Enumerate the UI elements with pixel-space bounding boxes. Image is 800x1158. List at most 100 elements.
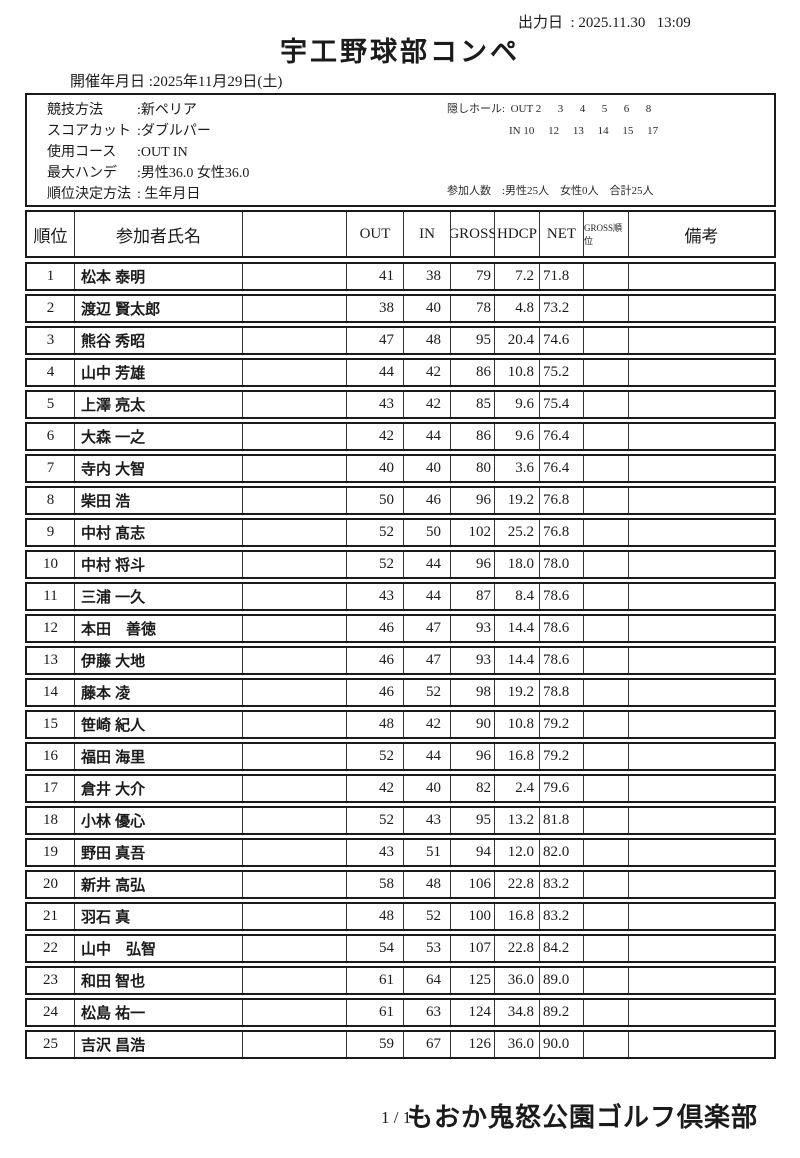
out-score-cell: 46	[347, 616, 404, 641]
net-score-cell: 74.6	[540, 328, 584, 353]
out-score-cell: 41	[347, 264, 404, 289]
table-row: 22 山中 弘智 54 53 107 22.8 84.2	[25, 934, 776, 963]
gross-score-cell: 100	[451, 904, 495, 929]
hdcp-cell: 4.8	[495, 296, 540, 321]
player-name-cell: 倉井 大介	[75, 776, 243, 801]
out-score-cell: 48	[347, 712, 404, 737]
net-score-cell: 89.2	[540, 1000, 584, 1025]
info-value: :ダブルパー	[137, 124, 211, 139]
out-score-cell: 52	[347, 744, 404, 769]
gross-rank-cell	[584, 744, 629, 769]
remarks-cell	[629, 552, 774, 577]
column-header-hdcp: HDCP	[495, 212, 540, 256]
participants-count: 参加人数 :男性25人 女性0人 合計25人	[447, 185, 654, 197]
gross-rank-cell	[584, 808, 629, 833]
rank-cell: 1	[27, 264, 75, 289]
remarks-cell	[629, 904, 774, 929]
out-score-cell: 47	[347, 328, 404, 353]
player-name-cell: 松島 祐一	[75, 1000, 243, 1025]
hdcp-cell: 2.4	[495, 776, 540, 801]
in-score-cell: 47	[404, 616, 451, 641]
hdcp-cell: 20.4	[495, 328, 540, 353]
hdcp-cell: 13.2	[495, 808, 540, 833]
out-score-cell: 52	[347, 552, 404, 577]
player-name-cell: 羽石 真	[75, 904, 243, 929]
hdcp-cell: 3.6	[495, 456, 540, 481]
hdcp-cell: 18.0	[495, 552, 540, 577]
table-row: 9 中村 髙志 52 50 102 25.2 76.8	[25, 518, 776, 547]
net-score-cell: 73.2	[540, 296, 584, 321]
info-row-rank-method: 順位決定方法: 生年月日	[47, 184, 249, 205]
player-name-cell: 中村 髙志	[75, 520, 243, 545]
results-table: 順位 参加者氏名 OUT IN GROSS HDCP NET GROSS順位 備…	[25, 210, 776, 1062]
gross-score-cell: 93	[451, 648, 495, 673]
out-score-cell: 58	[347, 872, 404, 897]
out-score-cell: 54	[347, 936, 404, 961]
gross-score-cell: 102	[451, 520, 495, 545]
player-name-cell: 本田 善徳	[75, 616, 243, 641]
net-score-cell: 84.2	[540, 936, 584, 961]
table-row: 23 和田 智也 61 64 125 36.0 89.0	[25, 966, 776, 995]
out-score-cell: 59	[347, 1032, 404, 1057]
gross-score-cell: 96	[451, 744, 495, 769]
net-score-cell: 81.8	[540, 808, 584, 833]
remarks-cell	[629, 488, 774, 513]
player-name-cell: 上澤 亮太	[75, 392, 243, 417]
net-score-cell: 75.4	[540, 392, 584, 417]
remarks-cell	[629, 776, 774, 801]
spacer-cell	[243, 616, 347, 641]
remarks-cell	[629, 840, 774, 865]
hdcp-cell: 9.6	[495, 424, 540, 449]
rank-cell: 10	[27, 552, 75, 577]
gross-rank-cell	[584, 936, 629, 961]
gross-score-cell: 107	[451, 936, 495, 961]
event-date: 開催年月日 :2025年11月29日(土)	[70, 74, 283, 90]
rank-cell: 3	[27, 328, 75, 353]
info-value: :男性36.0 女性36.0	[137, 166, 250, 181]
out-score-cell: 44	[347, 360, 404, 385]
remarks-cell	[629, 360, 774, 385]
out-score-cell: 48	[347, 904, 404, 929]
net-score-cell: 83.2	[540, 904, 584, 929]
rank-cell: 19	[27, 840, 75, 865]
info-row-method: 競技方法:新ペリア	[47, 100, 249, 121]
player-name-cell: 福田 海里	[75, 744, 243, 769]
gross-score-cell: 125	[451, 968, 495, 993]
info-row-course: 使用コース:OUT IN	[47, 142, 249, 163]
out-score-cell: 61	[347, 1000, 404, 1025]
net-score-cell: 76.4	[540, 456, 584, 481]
rank-cell: 4	[27, 360, 75, 385]
spacer-cell	[243, 296, 347, 321]
hdcp-cell: 12.0	[495, 840, 540, 865]
page-title: 宇工野球部コンペ	[280, 37, 520, 67]
net-score-cell: 90.0	[540, 1032, 584, 1057]
spacer-cell	[243, 488, 347, 513]
out-score-cell: 43	[347, 392, 404, 417]
in-score-cell: 42	[404, 712, 451, 737]
page-number: 1 / 1	[381, 1108, 412, 1127]
info-value: :新ペリア	[137, 103, 197, 118]
gross-score-cell: 85	[451, 392, 495, 417]
gross-score-cell: 80	[451, 456, 495, 481]
hidden-holes-in-line: IN 10 12 13 14 15 17	[447, 124, 658, 138]
in-score-cell: 44	[404, 744, 451, 769]
club-name: もおか鬼怒公園ゴルフ倶楽部	[407, 1102, 759, 1132]
net-score-cell: 78.0	[540, 552, 584, 577]
gross-score-cell: 90	[451, 712, 495, 737]
gross-score-cell: 95	[451, 328, 495, 353]
spacer-cell	[243, 744, 347, 769]
gross-score-cell: 79	[451, 264, 495, 289]
net-score-cell: 78.6	[540, 616, 584, 641]
gross-score-cell: 96	[451, 552, 495, 577]
remarks-cell	[629, 296, 774, 321]
in-score-cell: 53	[404, 936, 451, 961]
remarks-cell	[629, 712, 774, 737]
spacer-cell	[243, 264, 347, 289]
hdcp-cell: 34.8	[495, 1000, 540, 1025]
remarks-cell	[629, 1000, 774, 1025]
gross-rank-cell	[584, 1032, 629, 1057]
in-score-cell: 64	[404, 968, 451, 993]
rank-cell: 22	[27, 936, 75, 961]
hdcp-cell: 9.6	[495, 392, 540, 417]
spacer-cell	[243, 1000, 347, 1025]
